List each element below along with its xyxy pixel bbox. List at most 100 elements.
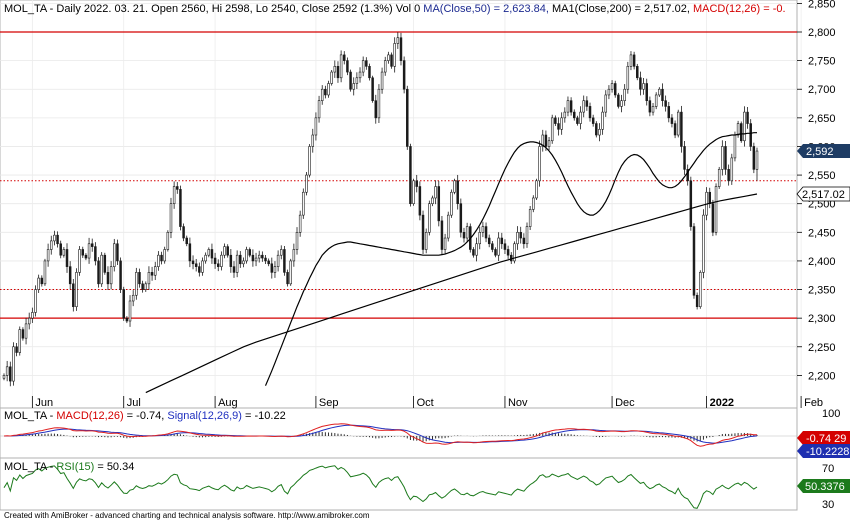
candle-body — [636, 66, 639, 79]
candle-body — [283, 249, 286, 273]
candle-body — [5, 366, 9, 376]
rsi-line — [3, 465, 758, 509]
macd-badge: -0.74 29 — [797, 431, 850, 445]
candle-body — [97, 260, 100, 285]
candle-body — [150, 272, 154, 276]
candle-body — [538, 146, 541, 182]
candle-body — [661, 88, 664, 101]
candle-body — [383, 60, 387, 73]
rsi-badge-text: 50.3376 — [805, 481, 845, 493]
candle-body — [566, 100, 570, 113]
header-info: - Daily 2022. 03. 21. Open 2560, Hi 2598… — [47, 3, 424, 15]
candle-body — [396, 37, 400, 44]
candle-body — [610, 83, 614, 90]
candle-body — [645, 83, 648, 101]
candle-body — [242, 260, 245, 265]
macd-badge-text: -0.74 29 — [806, 433, 846, 445]
candle-body — [689, 180, 693, 227]
candle-body — [198, 266, 201, 273]
candle-body — [257, 254, 261, 259]
candle-body — [182, 226, 185, 239]
candle-body — [547, 140, 551, 147]
candle-body — [459, 203, 463, 233]
candle-body — [298, 214, 302, 233]
price-tick-label: 2,500 — [808, 199, 836, 211]
candle-body — [607, 88, 611, 96]
candle-body — [683, 146, 686, 170]
candle-body — [251, 254, 255, 262]
candle-body — [333, 66, 337, 73]
candle-body — [94, 246, 97, 262]
price-tick-label: 2,450 — [808, 227, 836, 239]
rsi-symbol: MOL_TA — [4, 461, 48, 473]
month-label: Aug — [218, 397, 238, 409]
candle-body — [305, 174, 308, 193]
header-symbol: MOL_TA — [4, 3, 48, 15]
candle-body — [286, 272, 289, 285]
candle-body — [59, 243, 62, 256]
candle-body — [144, 283, 148, 290]
candle-body — [613, 83, 617, 96]
signal-badge-text: -10.2228 — [806, 446, 849, 458]
candle-body — [431, 197, 434, 204]
price-header: MOL_TA - Daily 2022. 03. 21. Open 2560, … — [4, 3, 786, 15]
candle-body — [317, 100, 321, 119]
candle-body — [65, 249, 69, 267]
horizontal-levels — [0, 31, 797, 319]
candle-body — [755, 150, 759, 170]
candle-body — [374, 100, 378, 119]
candle-body — [248, 249, 251, 256]
candle-body — [377, 88, 381, 119]
candle-body — [711, 203, 715, 233]
candle-body — [43, 260, 47, 285]
month-label: Dec — [615, 397, 635, 409]
ma50-line — [264, 132, 757, 386]
candle-body — [339, 54, 343, 79]
candle-body — [194, 263, 198, 267]
candle-body — [116, 243, 119, 262]
candle-body — [264, 257, 267, 262]
candle-body — [188, 243, 192, 262]
candle-body — [311, 134, 315, 147]
candle-body — [235, 254, 239, 273]
candle-body — [21, 329, 25, 339]
candle-body — [103, 254, 107, 273]
candle-body — [68, 266, 72, 285]
candle-body — [532, 197, 535, 210]
rsi-panel — [0, 457, 798, 511]
candle-body — [355, 77, 359, 84]
candle-body — [598, 128, 601, 136]
candle-body — [513, 243, 516, 262]
candle-body — [702, 214, 705, 273]
candle-body — [12, 346, 15, 382]
candle-body — [153, 266, 157, 276]
candle-body — [128, 300, 132, 322]
candle-body — [56, 234, 59, 245]
candle-body — [327, 83, 330, 96]
header-macd: MACD(12,26) = -0. — [693, 3, 786, 15]
candle-body — [450, 191, 453, 216]
candle-body — [692, 226, 696, 296]
candle-body — [166, 232, 170, 250]
candle-body — [409, 146, 412, 204]
candle-body — [557, 123, 560, 130]
macd-symbol: MOL_TA — [4, 410, 48, 422]
price-tick-label: 2,850 — [808, 0, 836, 10]
candle-body — [113, 243, 116, 267]
candle-body — [135, 272, 138, 296]
footer-credit: Created with AmiBroker - advanced charti… — [4, 511, 370, 520]
candle-body — [525, 226, 529, 245]
candle-body — [472, 249, 475, 256]
candle-body — [528, 209, 532, 227]
candle-body — [119, 260, 122, 290]
candle-body — [434, 186, 437, 199]
price-tick-label: 2,250 — [808, 342, 836, 354]
candle-body — [387, 54, 390, 61]
macd-line — [3, 423, 757, 447]
candle-body — [176, 186, 179, 190]
candle-body — [736, 123, 740, 136]
candle-body — [443, 237, 447, 250]
signal-value: = -10.22 — [242, 410, 286, 422]
candle-body — [412, 180, 415, 204]
ma-badge-text: 2,517.02 — [802, 189, 845, 201]
